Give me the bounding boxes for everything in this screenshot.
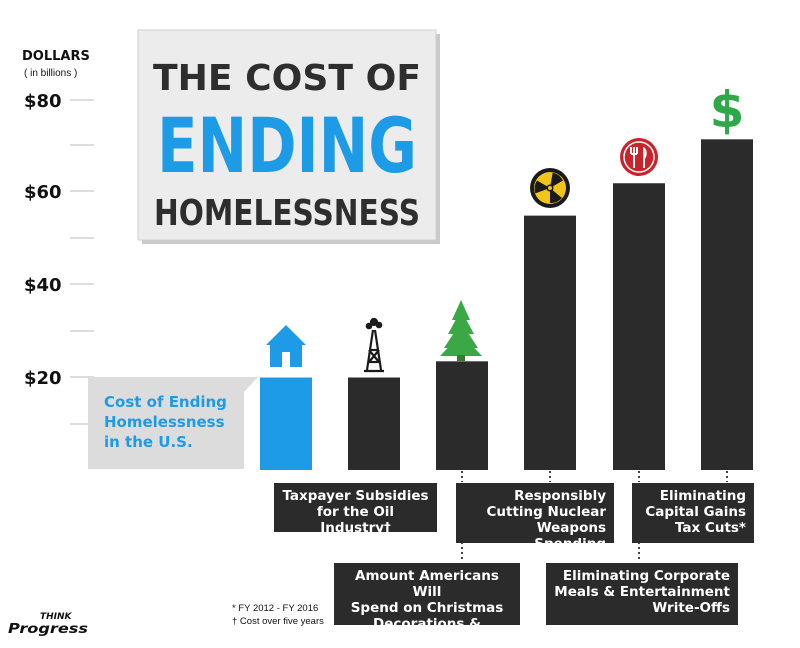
bar-homelessness bbox=[260, 377, 312, 470]
title-line-2: ENDING bbox=[157, 101, 417, 190]
label-capital-gains: Eliminating Capital Gains Tax Cuts* bbox=[632, 483, 754, 543]
svg-text:$: $ bbox=[710, 81, 745, 139]
homeless-label-line-1: Cost of Ending bbox=[104, 393, 227, 411]
axis-unit-label: DOLLARS bbox=[22, 49, 90, 64]
homeless-label-line-2: Homelessness bbox=[104, 413, 225, 431]
leader-lines bbox=[461, 471, 728, 562]
label-oil-subsidies: Taxpayer Subsidies for the Oil Industry† bbox=[274, 483, 437, 536]
meals-label-line-3: Write-Offs bbox=[652, 600, 730, 616]
y-tick-20: $20 bbox=[24, 368, 62, 389]
christmas-label-line-2: Spend on Christmas bbox=[350, 600, 504, 616]
axis-ticks bbox=[70, 99, 94, 425]
y-tick-80: $80 bbox=[24, 91, 62, 112]
bar-christmas bbox=[436, 361, 488, 470]
footnote-fy: * FY 2012 - FY 2016 bbox=[232, 603, 318, 614]
footnote-five-years: † Cost over five years bbox=[232, 616, 324, 627]
fork-knife-icon bbox=[620, 138, 658, 176]
christmas-tree-icon bbox=[440, 300, 482, 361]
title-line-3: HOMELESSNESS bbox=[154, 193, 420, 234]
nuclear-label-line-3: Weapons Spending bbox=[534, 520, 606, 552]
nuclear-label-line-1: Responsibly bbox=[514, 488, 606, 504]
dollar-sign-icon: $ bbox=[710, 81, 745, 139]
christmas-label-line-1: Amount Americans Will bbox=[355, 568, 499, 600]
axis-unit-note: ( in billions ) bbox=[24, 68, 77, 79]
title-line-1: THE COST OF bbox=[153, 58, 421, 99]
homeless-label-line-3: in the U.S. bbox=[104, 433, 193, 451]
bar-nuclear bbox=[524, 215, 576, 470]
meals-label-line-1: Eliminating Corporate bbox=[562, 568, 730, 584]
title-box: THE COST OF ENDING HOMELESSNESS bbox=[137, 29, 440, 244]
capital-label-line-3: Tax Cuts* bbox=[674, 520, 746, 536]
logo-line-2: Progress bbox=[8, 622, 88, 637]
bar-capital-gains bbox=[701, 139, 753, 470]
homeless-callout-bg bbox=[88, 377, 258, 469]
oil-label-line-1: Taxpayer Subsidies bbox=[282, 488, 429, 504]
christmas-label-line-3: Decorations & Flowers bbox=[373, 616, 481, 648]
meals-label-line-2: Meals & Entertainment bbox=[554, 584, 730, 600]
capital-label-line-2: Capital Gains bbox=[645, 504, 746, 520]
capital-label-line-1: Eliminating bbox=[659, 488, 746, 504]
label-corporate-meals: Eliminating Corporate Meals & Entertainm… bbox=[546, 563, 738, 625]
y-tick-60: $60 bbox=[24, 182, 62, 203]
house-icon bbox=[266, 325, 306, 367]
label-nuclear: Responsibly Cutting Nuclear Weapons Spen… bbox=[456, 483, 614, 552]
label-christmas: Amount Americans Will Spend on Christmas… bbox=[334, 563, 520, 648]
thinkprogress-logo: THINK Progress bbox=[8, 612, 88, 637]
bar-corporate-meals bbox=[613, 183, 665, 470]
logo-line-1: THINK bbox=[40, 612, 73, 622]
oil-derrick-icon bbox=[364, 317, 384, 373]
oil-label-line-2: for the Oil Industry† bbox=[316, 504, 395, 536]
radiation-icon bbox=[530, 168, 570, 208]
nuclear-label-line-2: Cutting Nuclear bbox=[486, 504, 607, 520]
bar-oil-subsidies bbox=[348, 377, 400, 470]
bars bbox=[260, 139, 753, 470]
y-tick-40: $40 bbox=[24, 275, 62, 296]
